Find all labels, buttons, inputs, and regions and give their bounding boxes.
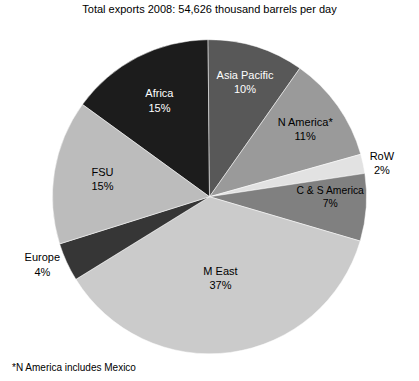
svg-text:N America*11%: N America*11% xyxy=(278,116,334,142)
svg-text:*N America includes Mexico: *N America includes Mexico xyxy=(12,362,136,373)
svg-text:Africa15%: Africa15% xyxy=(145,87,174,113)
svg-text:FSU15%: FSU15% xyxy=(91,166,113,192)
svg-text:C & S America7%: C & S America7% xyxy=(297,185,365,209)
svg-text:Total exports 2008: 54,626 tho: Total exports 2008: 54,626 thousand barr… xyxy=(82,3,337,15)
svg-text:M East37%: M East37% xyxy=(203,265,237,291)
svg-text:Europe4%: Europe4% xyxy=(25,251,60,277)
svg-text:Asia Pacific10%: Asia Pacific10% xyxy=(217,69,274,95)
svg-text:RoW2%: RoW2% xyxy=(370,150,395,176)
